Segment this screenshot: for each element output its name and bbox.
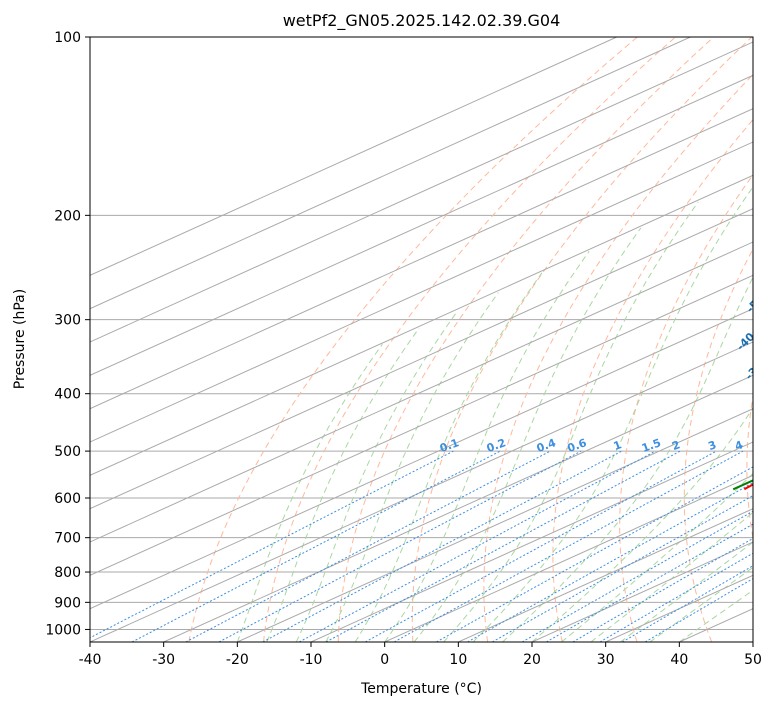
isotherm-line	[237, 408, 753, 642]
mixing-ratio-label: 0.6	[566, 436, 589, 455]
y-tick-label: 300	[54, 313, 81, 329]
y-tick-label: 900	[54, 595, 81, 611]
moist-adiabat-line	[295, 310, 459, 642]
isotherm-line	[90, 208, 753, 510]
moist-adiabat-line	[384, 251, 590, 642]
isotherm-label: -30	[743, 359, 766, 382]
moist-adiabat-line	[236, 343, 383, 642]
y-tick-label: 1000	[45, 622, 81, 638]
y-tick-label: 500	[54, 444, 81, 460]
mixing-ratio-line	[393, 450, 744, 642]
isotherm-line	[90, 108, 753, 410]
isotherm-line	[90, 74, 753, 376]
moist-adiabat-line	[354, 272, 543, 642]
y-axis-ticks: 100 200 300 400 500 600 700 800 900 1000	[45, 30, 90, 638]
x-tick-label: 0	[380, 652, 389, 668]
x-tick-label: -30	[152, 652, 175, 668]
isotherm-line	[90, 141, 753, 443]
isotherm-line	[90, 341, 753, 642]
isotherm-line	[90, 37, 617, 276]
isotherm-line	[90, 274, 753, 576]
mixing-ratio-line	[436, 466, 753, 642]
x-tick-label: 40	[670, 652, 688, 668]
mixing-ratio-label: 1	[612, 438, 624, 453]
dry-adiabat-line	[483, 73, 753, 642]
isotherm-label: -50	[744, 292, 767, 315]
mixing-ratio-line	[298, 450, 656, 642]
moist-adiabat-line	[472, 186, 753, 642]
chart-title: wetPf2_GN05.2025.142.02.39.G04	[283, 11, 561, 31]
moist-adiabat-line	[561, 472, 753, 642]
x-tick-label: 30	[597, 652, 615, 668]
moist-adiabat-line	[531, 406, 753, 642]
x-tick-label: 20	[523, 652, 541, 668]
y-tick-label: 200	[54, 208, 81, 224]
y-tick-label: 400	[54, 387, 81, 403]
y-tick-label: 600	[54, 491, 81, 507]
x-tick-label: 50	[744, 652, 762, 668]
dry-adiabat-line	[411, 37, 753, 642]
y-tick-label: 100	[54, 30, 81, 46]
mixing-ratio-line	[325, 450, 681, 642]
mixing-ratio-line	[572, 537, 753, 642]
plot-frame	[89, 36, 754, 643]
isotherm-line	[310, 441, 753, 642]
moist-adiabat-line	[443, 201, 699, 642]
x-tick-label: 10	[449, 652, 467, 668]
moist-adiabat-line	[325, 292, 499, 642]
moist-adiabat-line	[590, 511, 753, 642]
mixing-ratio-label: 0.4	[535, 436, 558, 455]
mixing-ratio-label: 3	[706, 438, 718, 453]
background-grid	[90, 37, 753, 642]
isotherm-line	[90, 174, 753, 476]
mixing-ratio-label: 4	[733, 438, 745, 453]
x-axis-label: Temperature (°C)	[360, 681, 482, 697]
mixing-ratio-label: 1.5	[640, 436, 663, 455]
mixing-ratio-line	[546, 523, 753, 642]
x-tick-label: -10	[300, 652, 323, 668]
dry-adiabat-line	[188, 37, 638, 642]
dry-adiabat-line	[619, 173, 753, 642]
mixing-ratio-label: 0.2	[485, 436, 508, 455]
x-axis-ticks: -40 -30 -20 -10 0 10 20 30 40 50	[79, 642, 762, 668]
isotherm-line	[163, 374, 753, 642]
dry-adiabat-line	[263, 37, 676, 642]
y-tick-label: 800	[54, 565, 81, 581]
isotherm-line	[90, 41, 753, 343]
mixing-ratio-line	[185, 450, 551, 642]
line-labels: 0.10.20.40.611.52346810131620253036-100-…	[438, 292, 767, 455]
mixing-ratio-line	[365, 450, 717, 642]
mixing-ratio-line	[218, 450, 582, 642]
isotherm-line	[458, 508, 753, 642]
isotherm-line	[90, 241, 753, 543]
mixing-ratio-line	[467, 482, 753, 642]
isotherm-line	[90, 308, 753, 610]
moist-adiabat-line	[413, 227, 642, 642]
mixing-ratio-label: 0.1	[438, 436, 461, 455]
y-tick-label: 700	[54, 531, 81, 547]
x-tick-label: -20	[226, 652, 249, 668]
y-axis-label: Pressure (hPa)	[12, 289, 28, 389]
isotherm-line	[384, 474, 753, 642]
moist-adiabat-line	[502, 276, 753, 642]
mixing-ratio-line	[262, 450, 622, 642]
isotherm-line	[90, 37, 691, 310]
dry-adiabat-line	[552, 118, 753, 642]
mixing-ratio-line	[131, 450, 501, 642]
x-tick-label: -40	[79, 652, 102, 668]
mixing-ratio-label: 2	[670, 438, 682, 453]
